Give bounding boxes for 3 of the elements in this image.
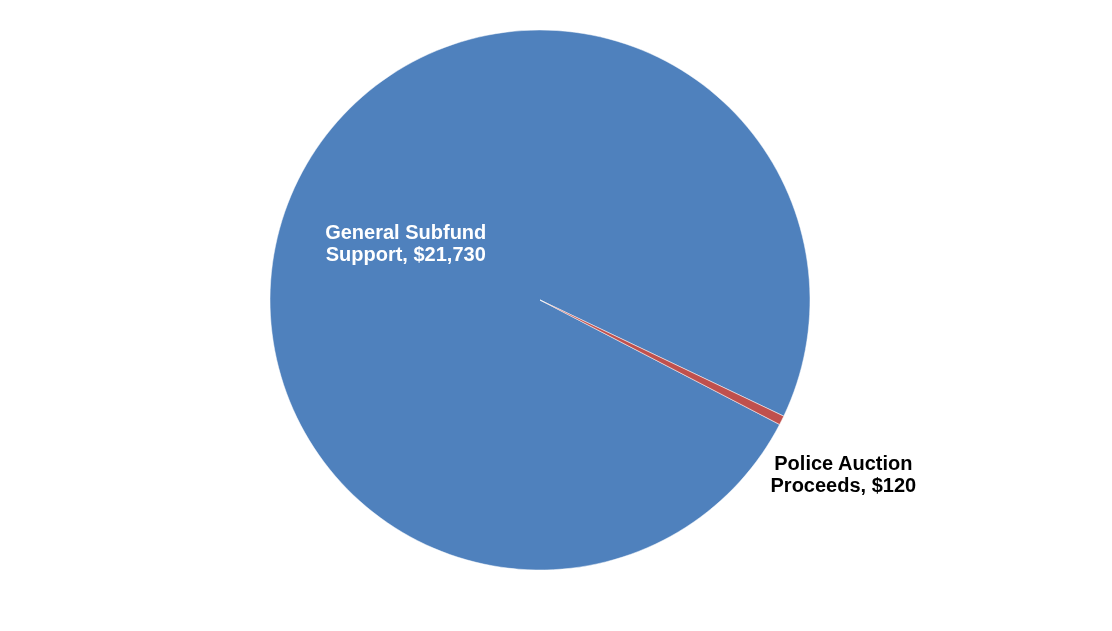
- pie-slice: [539, 299, 784, 425]
- slice-label: General Subfund Support, $21,730: [325, 221, 487, 266]
- slice-label: Police Auction Proceeds, $120: [770, 452, 917, 497]
